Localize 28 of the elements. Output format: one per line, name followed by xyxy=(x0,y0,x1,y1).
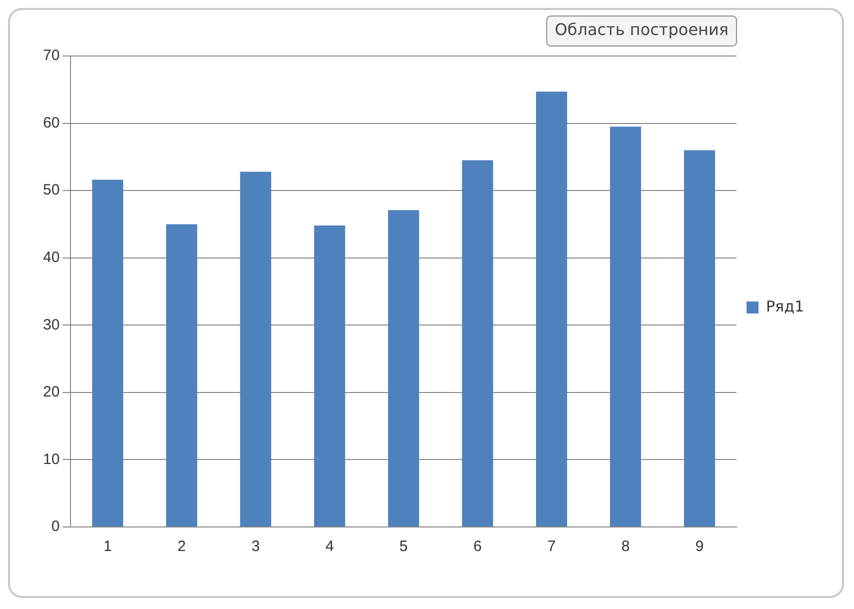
y-tick-label: 70 xyxy=(42,47,60,64)
x-tick-label: 7 xyxy=(547,538,556,556)
bar xyxy=(166,224,198,526)
bar xyxy=(388,210,420,526)
text: Область построения xyxy=(554,20,729,40)
x-tick-label: 9 xyxy=(695,538,704,556)
legend-label: Ряд1 xyxy=(766,297,804,316)
x-tick-label: 3 xyxy=(251,538,260,556)
x-tick-label: 2 xyxy=(177,538,186,556)
y-tick-label: 30 xyxy=(42,316,60,334)
y-tick-label: 10 xyxy=(42,450,60,468)
x-tick-label: 4 xyxy=(325,538,334,556)
y-tick-label: 0 xyxy=(51,518,60,536)
y-tick-label: 50 xyxy=(42,182,60,199)
bar xyxy=(240,172,272,526)
bar xyxy=(684,150,716,526)
bar xyxy=(314,226,346,526)
bar xyxy=(536,92,568,526)
x-tick-label: 5 xyxy=(399,538,408,556)
x-tick-label: 6 xyxy=(473,538,482,556)
x-tick-label: 8 xyxy=(621,538,630,556)
y-tick-label: 60 xyxy=(42,114,60,132)
bar xyxy=(92,180,124,526)
bar xyxy=(610,126,642,526)
y-tick-label: 20 xyxy=(42,384,60,401)
bar xyxy=(462,160,494,526)
x-tick-label: 1 xyxy=(104,538,112,556)
y-tick-label: 40 xyxy=(42,249,60,266)
